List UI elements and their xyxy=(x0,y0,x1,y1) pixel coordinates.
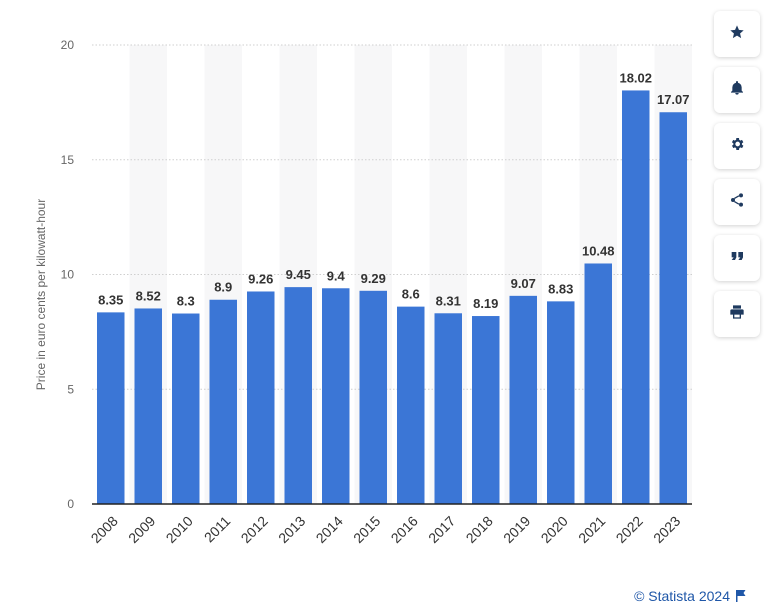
data-label-2022: 18.02 xyxy=(619,70,652,85)
x-tick-label-2015: 2015 xyxy=(350,513,383,546)
flag-icon[interactable] xyxy=(736,590,746,602)
x-tick-label-2017: 2017 xyxy=(425,513,458,546)
bar-2014 xyxy=(322,288,350,504)
y-tick-label: 0 xyxy=(67,497,74,511)
x-tick-label-2022: 2022 xyxy=(613,513,646,546)
print-button[interactable] xyxy=(714,291,760,337)
side-toolbar xyxy=(714,11,762,347)
data-label-2017: 8.31 xyxy=(436,293,461,308)
y-tick-label: 15 xyxy=(61,153,75,167)
y-tick-label: 5 xyxy=(67,382,74,396)
data-label-2019: 9.07 xyxy=(511,276,536,291)
bar-2019 xyxy=(509,295,537,504)
footer-credit: © Statista 2024 xyxy=(634,588,746,604)
data-label-2013: 9.45 xyxy=(286,267,311,282)
data-label-2008: 8.35 xyxy=(98,292,123,307)
bar-2018 xyxy=(472,316,500,504)
bar-2012 xyxy=(247,291,275,504)
bar-2008 xyxy=(97,312,125,504)
x-tick-label-2010: 2010 xyxy=(163,513,196,546)
x-tick-label-2016: 2016 xyxy=(388,513,421,546)
x-tick-label-2014: 2014 xyxy=(313,513,346,546)
y-tick-label: 20 xyxy=(61,38,75,52)
cite-button[interactable] xyxy=(714,235,760,281)
bar-2020 xyxy=(547,301,575,504)
x-tick-label-2012: 2012 xyxy=(238,513,271,546)
statista-credit-link[interactable]: © Statista 2024 xyxy=(634,588,730,604)
bar-2022 xyxy=(622,90,650,504)
bar-2010 xyxy=(172,313,200,504)
settings-button[interactable] xyxy=(714,123,760,169)
data-label-2011: 8.9 xyxy=(214,280,232,295)
x-tick-label-2020: 2020 xyxy=(538,513,571,546)
data-label-2015: 9.29 xyxy=(361,271,386,286)
x-tick-label-2008: 2008 xyxy=(88,513,121,546)
x-tick-label-2021: 2021 xyxy=(575,513,608,546)
data-label-2023: 17.07 xyxy=(657,92,690,107)
share-icon xyxy=(729,192,745,213)
bar-2013 xyxy=(284,287,312,504)
print-icon xyxy=(729,304,745,325)
bar-2011 xyxy=(209,299,237,504)
y-tick-label: 10 xyxy=(61,268,75,282)
notification-button[interactable] xyxy=(714,67,760,113)
data-label-2021: 10.48 xyxy=(582,243,615,258)
x-tick-label-2023: 2023 xyxy=(650,513,683,546)
data-label-2016: 8.6 xyxy=(402,287,420,302)
bar-2016 xyxy=(397,306,425,504)
star-icon xyxy=(729,24,745,45)
bell-icon xyxy=(729,80,745,101)
x-tick-label-2013: 2013 xyxy=(275,513,308,546)
x-tick-label-2011: 2011 xyxy=(201,513,234,546)
share-button[interactable] xyxy=(714,179,760,225)
x-tick-label-2009: 2009 xyxy=(125,513,158,546)
quote-icon xyxy=(729,248,745,269)
bar-2015 xyxy=(359,290,387,504)
bar-2009 xyxy=(134,308,162,504)
data-label-2018: 8.19 xyxy=(473,296,498,311)
gear-icon xyxy=(729,136,745,157)
data-label-2012: 9.26 xyxy=(248,271,273,286)
data-label-2010: 8.3 xyxy=(177,294,195,309)
favorite-button[interactable] xyxy=(714,11,760,57)
x-tick-label-2018: 2018 xyxy=(463,513,496,546)
bar-2017 xyxy=(434,313,462,504)
y-axis-title: Price in euro cents per kilowatt-hour xyxy=(34,199,48,390)
data-label-2014: 9.4 xyxy=(327,268,346,283)
x-tick-label-2019: 2019 xyxy=(500,513,533,546)
data-label-2020: 8.83 xyxy=(548,281,573,296)
bar-2021 xyxy=(584,263,612,504)
bar-2023 xyxy=(659,112,687,504)
data-label-2009: 8.52 xyxy=(136,288,161,303)
